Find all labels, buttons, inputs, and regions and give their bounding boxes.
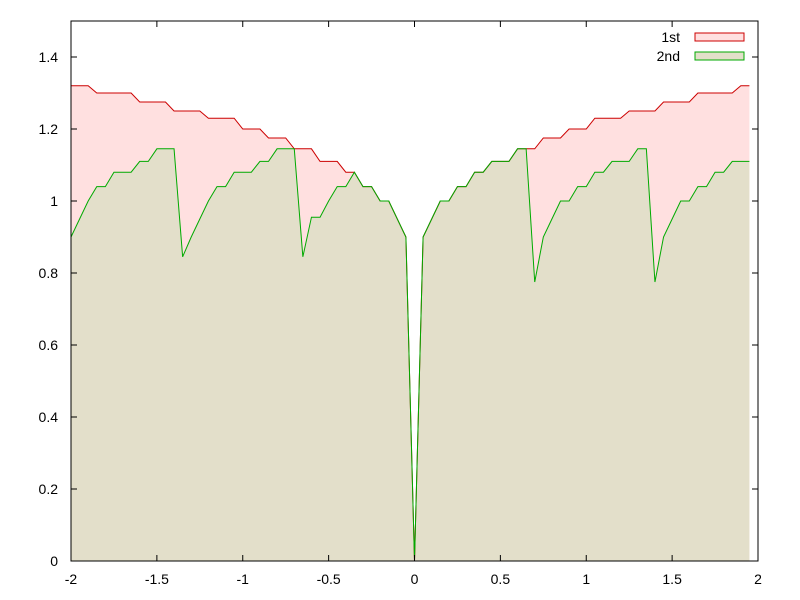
- legend-swatch-1: [694, 32, 745, 42]
- y-tick-label: 1: [50, 193, 58, 209]
- x-tick-label: 0: [411, 571, 419, 587]
- legend-label-1: 1st: [661, 29, 680, 45]
- series-fills: [71, 85, 750, 562]
- series-2-fill: [71, 148, 750, 562]
- legend-label-2: 2nd: [657, 48, 680, 64]
- y-tick-label: 1.2: [39, 121, 59, 137]
- x-tick-label: -1: [237, 571, 250, 587]
- x-tick-label: 2: [754, 571, 762, 587]
- x-tick-labels: -2 -1.5 -1 -0.5 0 0.5 1 1.5 2: [65, 571, 762, 587]
- x-tick-label: 0.5: [491, 571, 511, 587]
- x-tick-label: -0.5: [317, 571, 341, 587]
- x-tick-label: -2: [65, 571, 78, 587]
- y-tick-label: 0.2: [39, 481, 59, 497]
- y-tick-label: 0.8: [39, 265, 59, 281]
- x-tick-label: 1: [582, 571, 590, 587]
- y-tick-label: 0.6: [39, 337, 59, 353]
- y-tick-labels: 0 0.2 0.4 0.6 0.8 1 1.2 1.4: [39, 49, 59, 569]
- legend-swatch-2: [694, 51, 745, 61]
- y-tick-label: 1.4: [39, 49, 59, 65]
- x-tick-label: -1.5: [145, 571, 169, 587]
- y-tick-label: 0: [50, 553, 58, 569]
- y-tick-label: 0.4: [39, 409, 59, 425]
- axis-ticks: [70, 21, 759, 562]
- x-tick-label: 1.5: [662, 571, 682, 587]
- series-2-line: [70, 148, 750, 562]
